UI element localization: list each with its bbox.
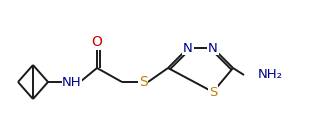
Text: S: S [209, 86, 217, 98]
Text: O: O [92, 35, 102, 49]
Text: N: N [208, 41, 218, 55]
Text: NH: NH [62, 76, 82, 88]
Text: N: N [183, 41, 193, 55]
Text: NH₂: NH₂ [258, 69, 283, 81]
Text: S: S [139, 75, 147, 89]
